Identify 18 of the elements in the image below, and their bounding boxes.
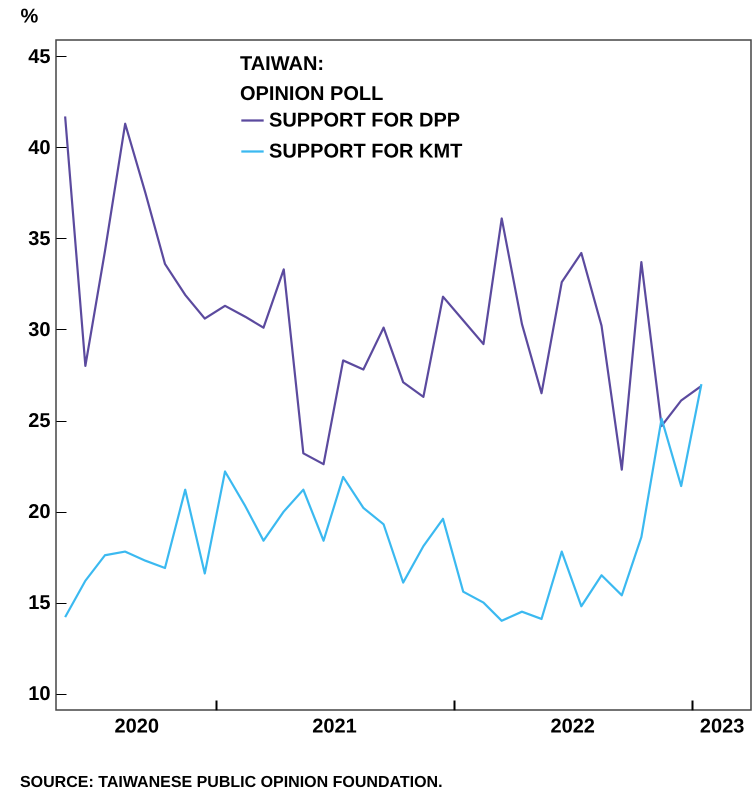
x-tick-label: 2023 xyxy=(700,716,744,738)
x-tick-label: 2020 xyxy=(114,716,160,738)
x-tick-label: 2022 xyxy=(550,716,595,738)
y-tick-label: 35 xyxy=(28,228,50,250)
y-tick-label: 30 xyxy=(28,318,50,341)
y-tick-label: 20 xyxy=(28,501,50,524)
y-tick-label: 15 xyxy=(28,592,50,614)
legend-label: SUPPORT FOR DPP xyxy=(269,110,460,132)
legend-label: SUPPORT FOR KMT xyxy=(269,140,462,162)
source-note: SOURCE: TAIWANESE PUBLIC OPINION FOUNDATION. xyxy=(20,774,443,791)
y-tick-label: 40 xyxy=(28,136,50,159)
y-tick-label: 45 xyxy=(28,46,50,68)
legend-title: TAIWAN: OPINION POLL xyxy=(240,53,384,105)
x-tick-label: 2021 xyxy=(312,716,357,738)
line-series xyxy=(64,383,703,622)
y-tick-label: 25 xyxy=(28,410,50,432)
y-axis-title: % xyxy=(20,6,38,28)
y-tick-label: 10 xyxy=(28,683,50,706)
